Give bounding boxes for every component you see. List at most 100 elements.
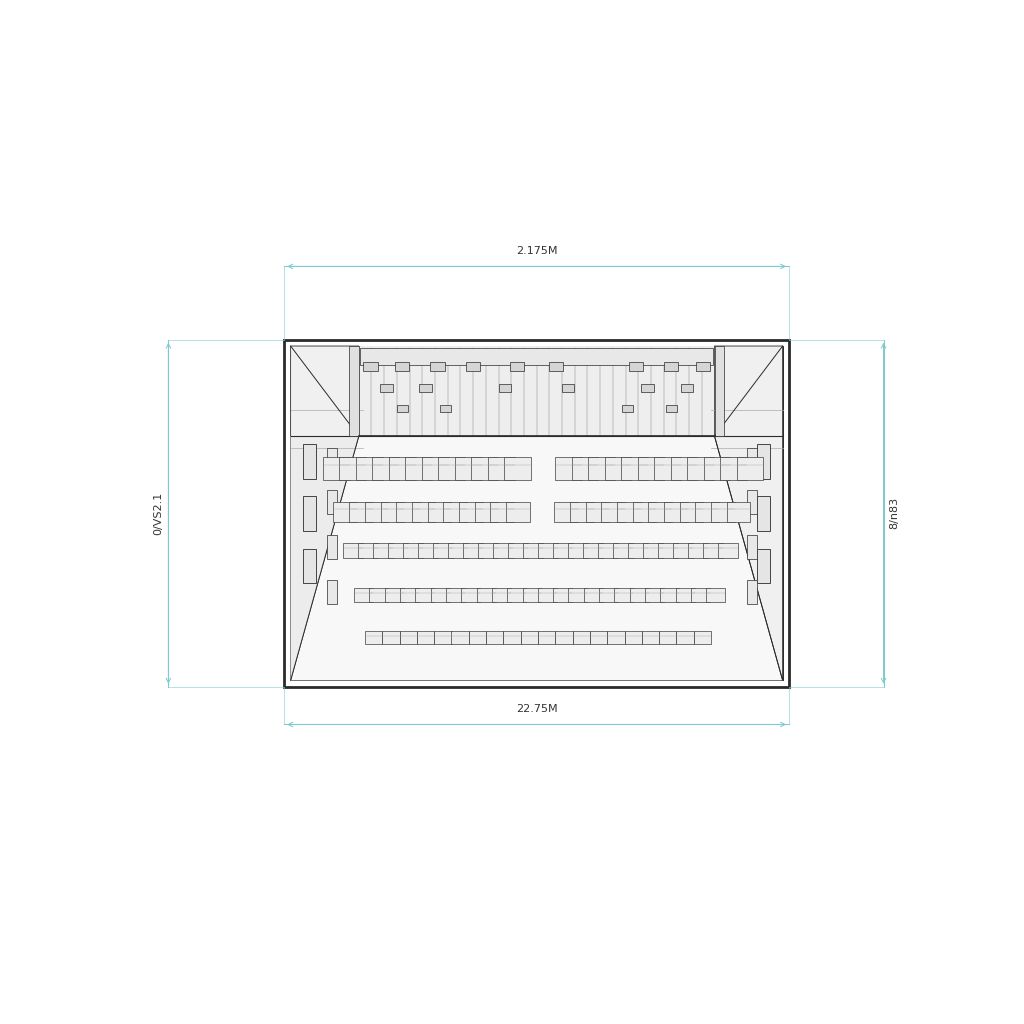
Bar [365,502,388,521]
Bar [568,588,588,602]
Bar [562,384,574,391]
Bar [660,588,679,602]
Bar [590,631,607,644]
Bar [715,346,724,436]
Bar [373,457,399,480]
Bar [720,457,746,480]
Polygon shape [291,436,358,680]
Bar [748,580,758,604]
Bar [365,631,382,644]
Bar [645,588,664,602]
Bar [623,404,633,412]
Polygon shape [291,436,782,680]
Bar [490,502,514,521]
Bar [586,502,609,521]
Bar [303,549,315,584]
Bar [507,588,526,602]
Bar [598,543,618,558]
Bar [677,631,694,644]
Bar [664,362,678,371]
Bar [431,588,450,602]
Bar [433,543,454,558]
Bar [523,543,544,558]
Bar [748,489,758,514]
Bar [349,346,358,436]
Bar [508,543,528,558]
Bar [657,543,678,558]
Bar [614,588,633,602]
Bar [334,502,357,521]
Bar [695,362,710,371]
Bar [601,502,625,521]
Bar [758,444,770,479]
Bar [612,543,633,558]
Bar [707,588,725,602]
Bar [327,535,337,559]
Bar [356,457,383,480]
Bar [459,502,482,521]
Bar [554,502,578,521]
Bar [476,588,496,602]
Bar [570,502,594,521]
Bar [360,348,713,366]
Bar [406,457,432,480]
Bar [671,457,697,480]
Bar [506,502,529,521]
Bar [666,404,677,412]
Bar [343,543,364,558]
Bar [630,588,648,602]
Bar [758,497,770,531]
Bar [478,543,499,558]
Bar [354,588,373,602]
Bar [447,543,468,558]
Bar [323,457,350,480]
Bar [370,588,388,602]
Bar [434,631,452,644]
Bar [364,362,378,371]
Bar [466,362,480,371]
Bar [538,631,555,644]
Bar [693,631,711,644]
Bar [568,543,589,558]
Bar [676,588,694,602]
Bar [584,588,603,602]
Bar [549,362,563,371]
Bar [643,543,664,558]
Bar [327,489,337,514]
Bar [504,457,531,480]
Bar [510,362,524,371]
Bar [339,457,367,480]
Bar [748,535,758,559]
Bar [604,457,632,480]
Bar [493,543,513,558]
Bar [388,543,409,558]
Bar [443,502,467,521]
Bar [625,631,642,644]
Bar [499,384,511,391]
Bar [446,588,465,602]
Bar [638,457,665,480]
Bar [628,543,648,558]
Bar [455,457,481,480]
Bar [629,362,643,371]
Bar [452,631,469,644]
Bar [702,543,723,558]
Bar [748,447,758,472]
Bar [681,384,693,391]
Bar [583,543,603,558]
Bar [695,502,719,521]
Bar [474,502,498,521]
Polygon shape [715,346,782,680]
Bar [417,631,434,644]
Bar [349,502,373,521]
Bar [538,543,558,558]
Bar [418,543,438,558]
Bar [727,502,751,521]
Bar [522,588,542,602]
Bar [718,543,738,558]
Bar [553,588,572,602]
Bar [402,543,423,558]
Bar [461,588,480,602]
Bar [572,631,590,644]
Bar [633,502,656,521]
